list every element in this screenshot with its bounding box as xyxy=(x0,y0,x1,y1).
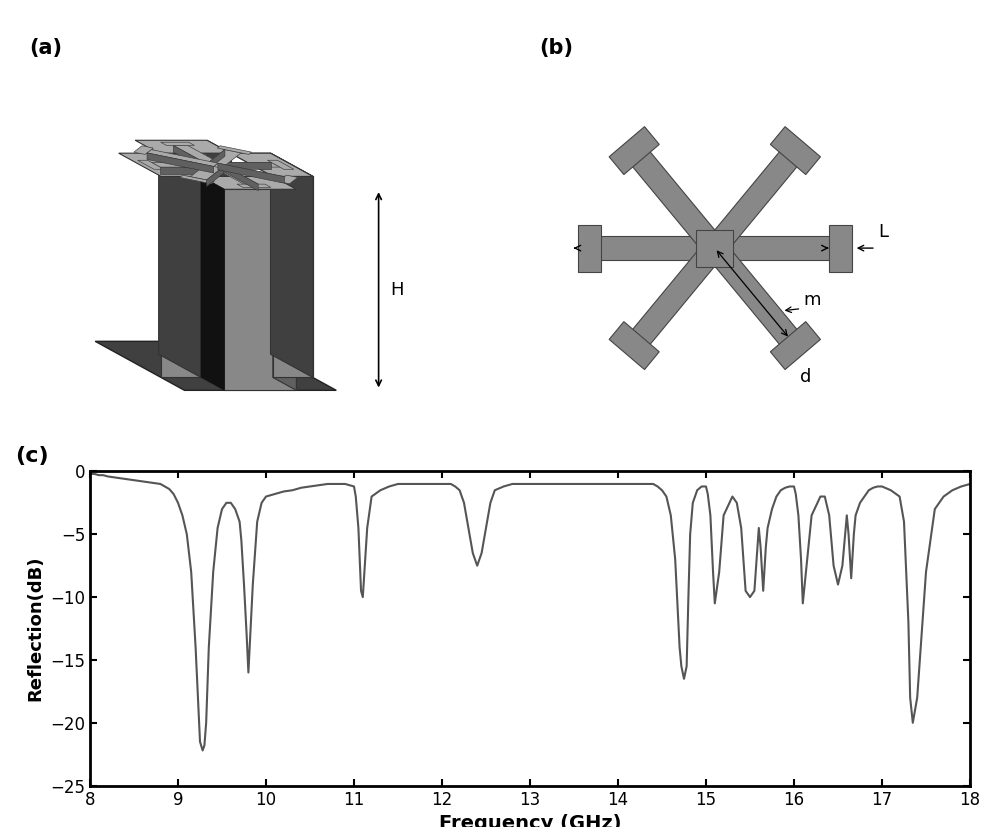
Polygon shape xyxy=(212,162,271,169)
Polygon shape xyxy=(589,237,715,260)
Polygon shape xyxy=(770,127,820,174)
Polygon shape xyxy=(273,176,296,390)
Polygon shape xyxy=(706,143,804,256)
Polygon shape xyxy=(715,237,840,260)
Polygon shape xyxy=(95,342,336,390)
Polygon shape xyxy=(696,230,733,266)
Polygon shape xyxy=(147,150,218,166)
Polygon shape xyxy=(207,141,231,354)
Polygon shape xyxy=(135,141,231,153)
Polygon shape xyxy=(119,153,201,176)
Polygon shape xyxy=(180,175,214,184)
Polygon shape xyxy=(271,153,313,377)
Polygon shape xyxy=(173,146,209,171)
Text: d: d xyxy=(800,368,811,386)
Polygon shape xyxy=(273,176,313,377)
Polygon shape xyxy=(224,189,296,390)
Polygon shape xyxy=(218,163,284,184)
Polygon shape xyxy=(160,167,220,174)
Polygon shape xyxy=(207,166,224,187)
Polygon shape xyxy=(237,184,271,188)
Polygon shape xyxy=(201,176,224,390)
Polygon shape xyxy=(212,162,280,167)
Polygon shape xyxy=(208,150,241,166)
Polygon shape xyxy=(209,165,258,184)
Text: (a): (a) xyxy=(29,38,62,58)
Polygon shape xyxy=(134,146,153,155)
Polygon shape xyxy=(214,163,284,180)
Polygon shape xyxy=(201,176,296,189)
Polygon shape xyxy=(231,153,313,176)
Polygon shape xyxy=(278,175,298,184)
Text: H: H xyxy=(390,281,404,299)
Polygon shape xyxy=(625,241,724,353)
Polygon shape xyxy=(625,143,724,256)
Polygon shape xyxy=(159,153,201,377)
Text: L: L xyxy=(878,223,888,241)
Text: m: m xyxy=(804,290,821,308)
X-axis label: Frequency (GHz): Frequency (GHz) xyxy=(439,814,621,827)
Polygon shape xyxy=(223,165,258,191)
Polygon shape xyxy=(217,146,252,155)
Polygon shape xyxy=(706,241,804,353)
Polygon shape xyxy=(161,176,201,377)
Polygon shape xyxy=(159,153,231,354)
Polygon shape xyxy=(609,322,659,370)
Polygon shape xyxy=(152,162,220,167)
Polygon shape xyxy=(161,142,194,146)
Polygon shape xyxy=(271,153,313,377)
Polygon shape xyxy=(147,153,214,173)
Polygon shape xyxy=(829,225,852,271)
Polygon shape xyxy=(173,146,223,165)
Polygon shape xyxy=(578,225,601,271)
Polygon shape xyxy=(190,163,224,180)
Polygon shape xyxy=(231,153,313,176)
Polygon shape xyxy=(267,160,294,170)
Text: (b): (b) xyxy=(539,38,573,58)
Polygon shape xyxy=(138,160,164,170)
Polygon shape xyxy=(273,176,313,377)
Polygon shape xyxy=(609,127,659,174)
Text: (c): (c) xyxy=(15,447,49,466)
Polygon shape xyxy=(208,150,225,170)
Polygon shape xyxy=(770,322,820,370)
Y-axis label: Reflection(dB): Reflection(dB) xyxy=(27,556,45,701)
